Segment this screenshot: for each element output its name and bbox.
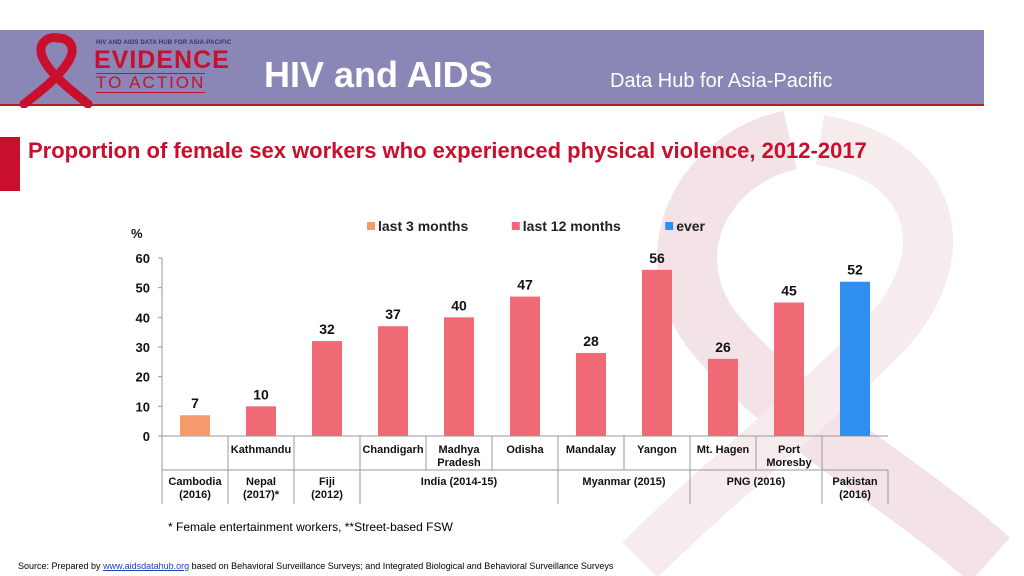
legend-swatch: [367, 222, 375, 230]
logo-to-action-text: TO ACTION: [96, 73, 206, 93]
x-group-label: (2016): [839, 489, 871, 501]
logo-evidence-text: EVIDENCE: [94, 46, 230, 74]
bar: [576, 352, 606, 436]
x-group-label: India (2014-15): [421, 476, 498, 488]
source-link[interactable]: www.aidsdatahub.org: [103, 561, 190, 571]
x-tick-label: Port: [778, 444, 800, 456]
legend-label: ever: [676, 218, 705, 234]
x-group-label: Pakistan: [832, 476, 878, 488]
x-tick-label: Mandalay: [566, 444, 617, 456]
footnote: * Female entertainment workers, **Street…: [168, 520, 453, 534]
bar: [708, 358, 738, 436]
red-ribbon-icon: [19, 33, 93, 108]
title-accent-bar: [0, 137, 20, 191]
y-tick-label: 0: [143, 429, 150, 444]
slide-title: Proportion of female sex workers who exp…: [28, 138, 867, 163]
bar: [444, 317, 474, 436]
legend-label: last 12 months: [523, 218, 621, 234]
data-label: 47: [517, 277, 533, 293]
x-tick-label: Kathmandu: [231, 444, 292, 456]
data-label: 32: [319, 321, 335, 337]
legend-swatch: [665, 222, 674, 230]
data-label: 56: [649, 250, 665, 266]
x-tick-label: Odisha: [506, 444, 544, 456]
header-title: HIV and AIDS: [264, 54, 493, 95]
bar: [774, 302, 804, 436]
data-label: 7: [191, 395, 199, 411]
x-tick-label: Mt. Hagen: [697, 444, 750, 456]
x-tick-label: Yangon: [637, 444, 677, 456]
data-label: 28: [583, 333, 599, 349]
x-tick-label: Chandigarh: [362, 444, 423, 456]
x-tick-label: Pradesh: [437, 457, 481, 469]
x-group-label: (2016): [179, 489, 211, 501]
x-group-label: Nepal: [246, 476, 276, 488]
x-group-label: (2017)*: [243, 489, 280, 501]
y-tick-label: 40: [136, 310, 150, 325]
y-tick-label: 20: [136, 370, 150, 385]
x-group-label: Cambodia: [168, 476, 222, 488]
data-label: 37: [385, 306, 401, 322]
x-tick-label: Madhya: [439, 444, 481, 456]
x-group-label: (2012): [311, 489, 343, 501]
header-subtitle: Data Hub for Asia-Pacific: [610, 70, 833, 92]
data-label: 40: [451, 297, 467, 313]
bar: [378, 326, 408, 436]
logo-small-text: HIV AND AIDS DATA HUB FOR ASIA-PACIFIC: [96, 40, 232, 46]
y-tick-label: 30: [136, 340, 150, 355]
header-banner: [0, 30, 984, 106]
data-label: 52: [847, 262, 863, 278]
legend-swatch: [511, 222, 520, 230]
data-label: 26: [715, 339, 731, 355]
bar: [642, 269, 672, 436]
evidence-to-action-logo: HIV AND AIDS DATA HUB FOR ASIA-PACIFIC E…: [18, 32, 248, 108]
source-suffix: based on Behavioral Surveillance Surveys…: [189, 561, 614, 571]
bar: [840, 281, 870, 436]
x-group-label: PNG (2016): [727, 476, 786, 488]
bar: [246, 406, 276, 436]
data-label: 10: [253, 386, 269, 402]
legend-label: last 3 months: [378, 218, 468, 234]
bar: [312, 341, 342, 436]
source-note: Source: Prepared by www.aidsdatahub.org …: [18, 561, 613, 571]
data-label: 45: [781, 283, 797, 299]
x-group-label: Fiji: [319, 476, 335, 488]
y-tick-label: 10: [136, 399, 150, 414]
bar: [510, 296, 540, 436]
x-group-label: Myanmar (2015): [582, 476, 665, 488]
source-prefix: Source: Prepared by: [18, 561, 104, 571]
bar: [180, 415, 210, 436]
y-axis-label: %: [131, 226, 143, 241]
y-tick-label: 60: [136, 251, 150, 266]
y-tick-label: 50: [136, 281, 150, 296]
x-tick-label: Moresby: [766, 457, 812, 469]
